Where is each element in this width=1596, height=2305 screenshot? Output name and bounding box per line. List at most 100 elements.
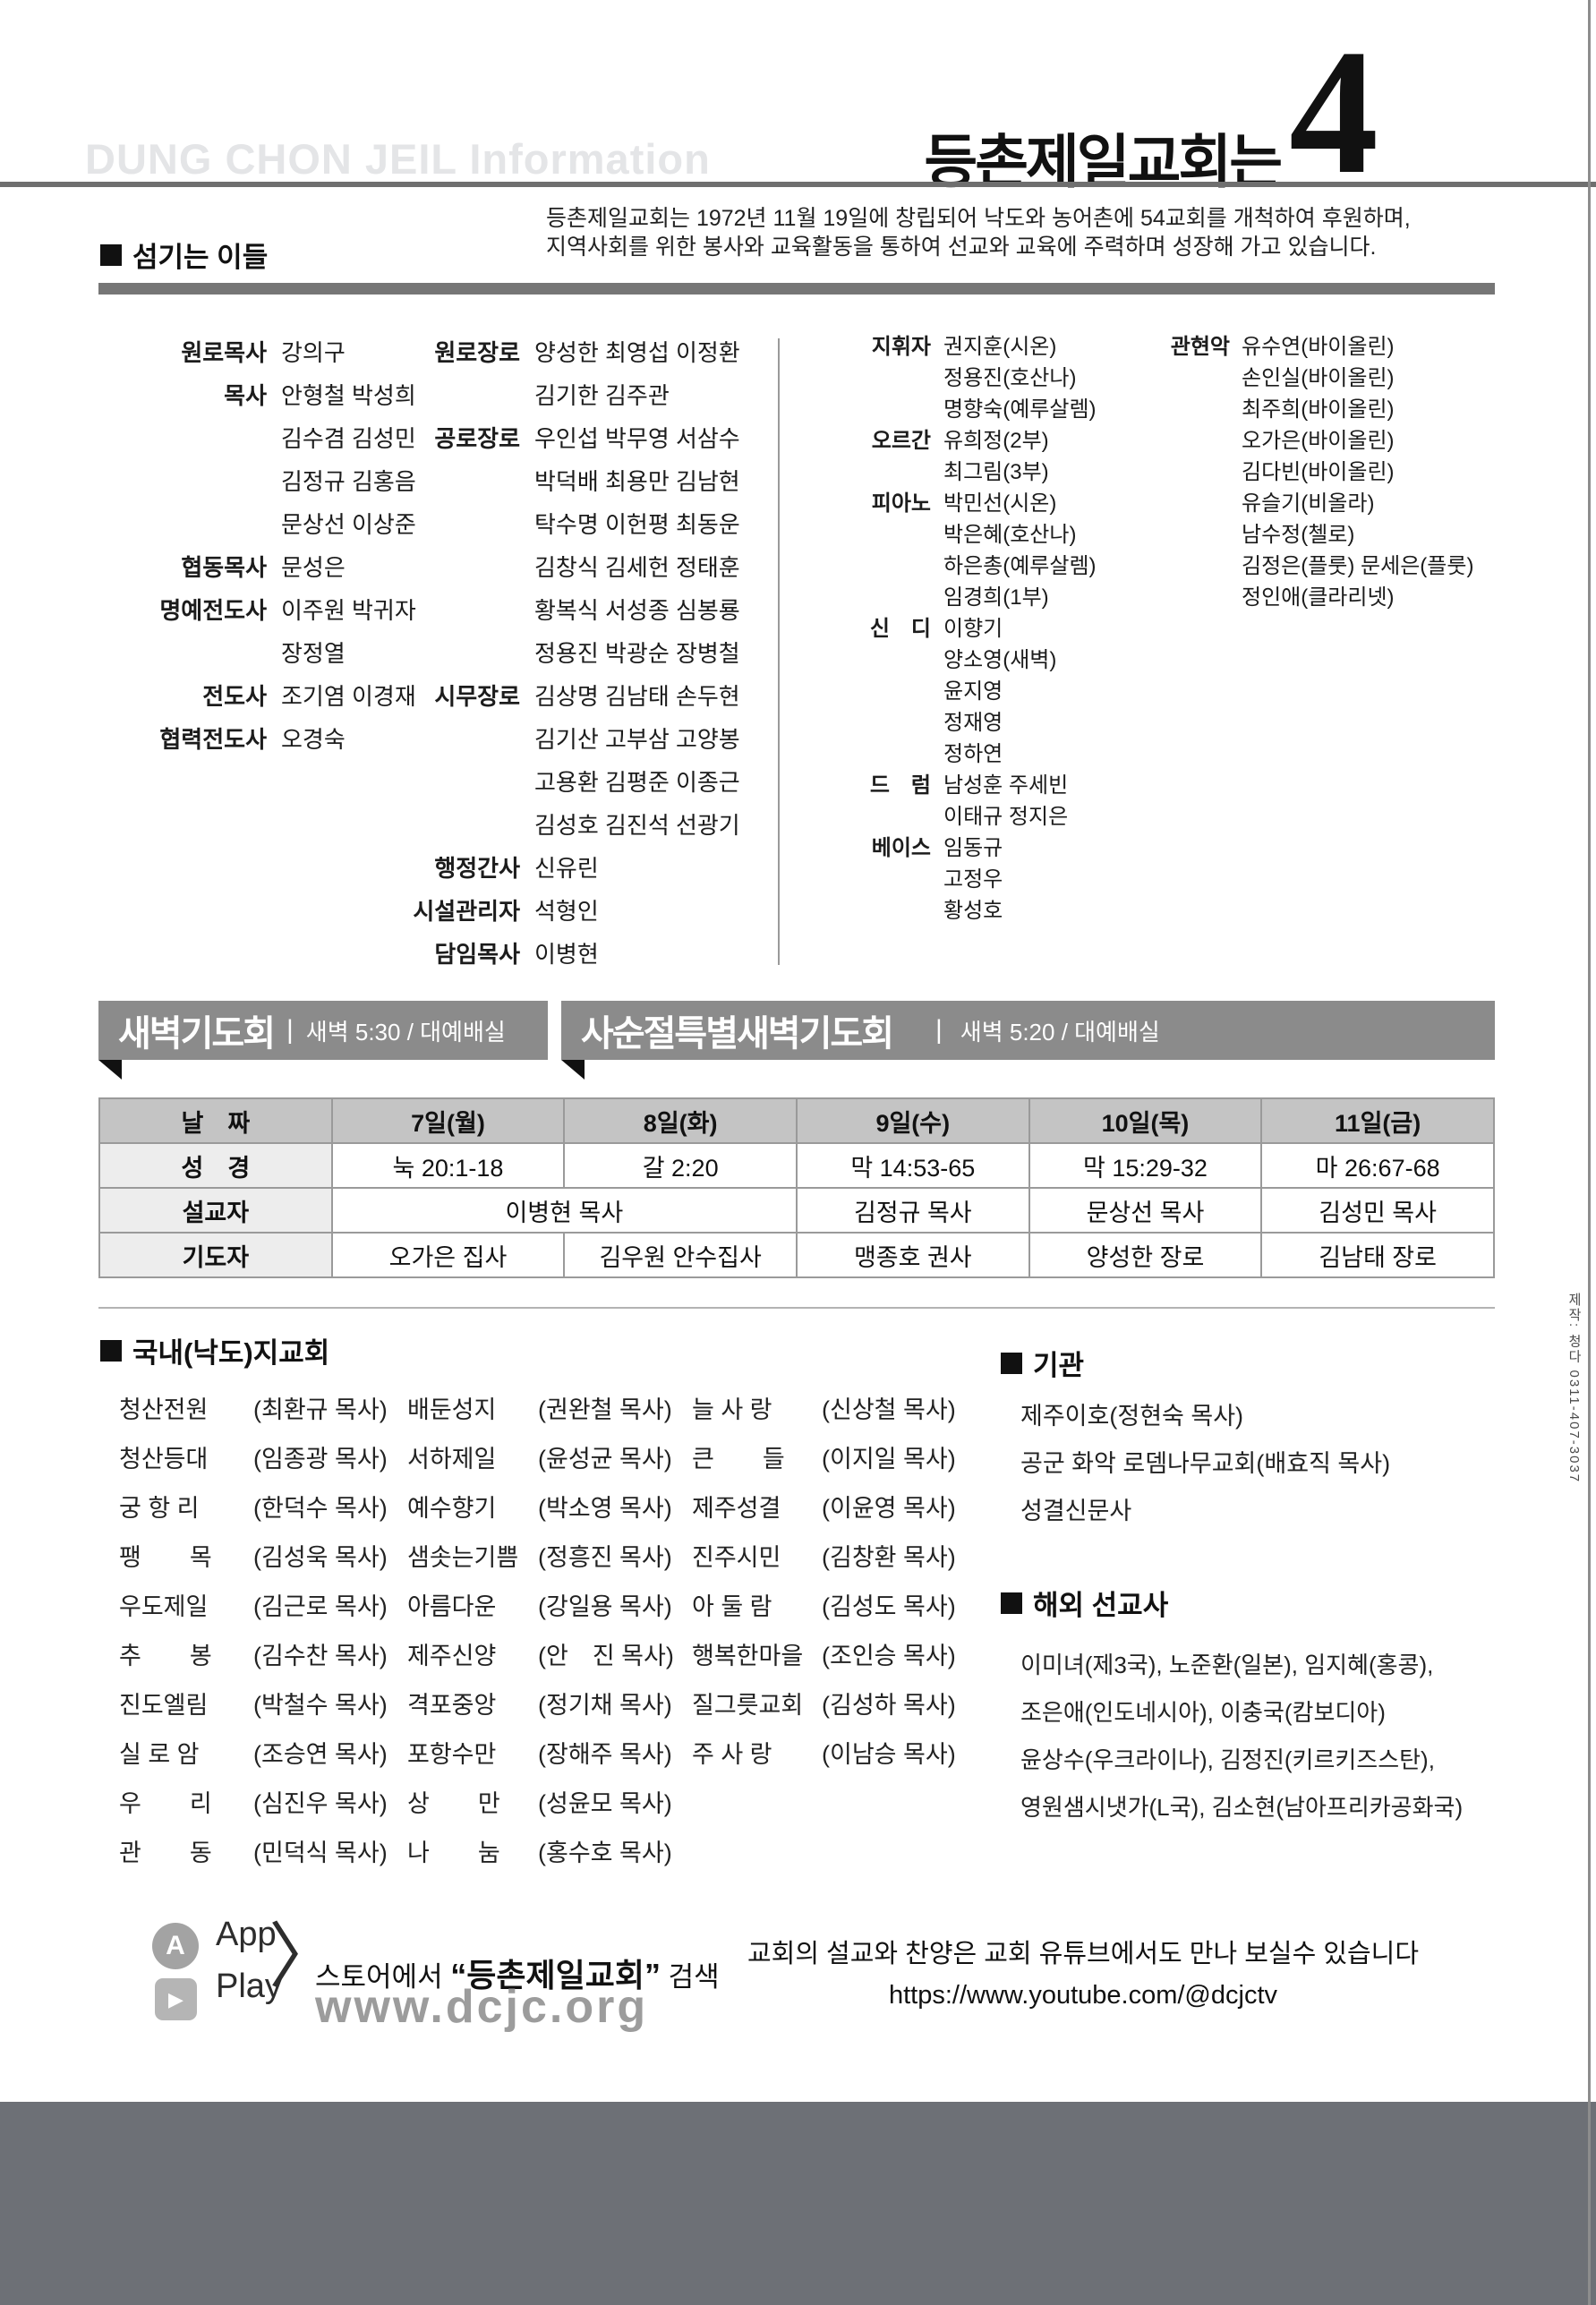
branch-pastors-col2: (권완철 목사) (윤성균 목사) (박소영 목사) (정흥진 목사) (강일용… [538, 1396, 674, 1866]
staff-role-label: 베이스 [871, 836, 931, 860]
section-orgs-header: 기관 [1001, 1343, 1084, 1383]
youtube-message: 교회의 설교와 찬양은 교회 유튜브에서도 만나 보실수 있습니다 [747, 1940, 1420, 1968]
staff-names: 임동규 고정우 황성호 [943, 836, 1003, 923]
section-missionaries-header: 해외 선교사 [1001, 1583, 1168, 1623]
staff-group: 담임목사 이병현 [400, 933, 740, 976]
scripture-cell: 막 14:53-65 [795, 1142, 1030, 1189]
prayleader-cell: 김우원 안수집사 [563, 1232, 798, 1278]
preacher-cell: 김정규 목사 [795, 1187, 1030, 1234]
app-store-label: App [216, 1916, 277, 1953]
staff-role-label: 피아노 [871, 491, 931, 516]
staff-names: 이병현 [534, 941, 599, 968]
preacher-cell: 이병현 목사 [330, 1187, 798, 1234]
search-suffix: 검색 [660, 1961, 720, 1993]
staff-role-label: 오르간 [871, 429, 931, 453]
staff-group: 명예전도사 이주원 박귀자 장정열 [113, 589, 416, 675]
youtube-info: 교회의 설교와 찬양은 교회 유튜브에서도 만나 보실수 있습니다 https:… [707, 1934, 1459, 2016]
staff-role-label: 지휘자 [871, 335, 931, 359]
row-label: 설교자 [98, 1187, 333, 1234]
staff-names: 신유린 [534, 855, 599, 882]
lent-prayer-band: 사순절특별새벽기도회 | 새벽 5:20 / 대예배실 [561, 1001, 1495, 1060]
staff-group: 목사 안형철 박성희 김수겸 김성민 김정규 김홍음 문상선 이상준 [113, 374, 416, 546]
header-divider [0, 182, 1596, 187]
table-header-row: 날 짜 7일(월) 8일(화) 9일(수) 10일(목) 11일(금) [98, 1097, 1495, 1144]
staff-group: 관현악 유수연(바이올린) 손인실(바이올린) 최주희(바이올린) 오가은(바이… [1148, 331, 1474, 613]
missionaries-list: 이미녀(제3국), 노준환(일본), 임지혜(홍콩), 조은애(인도네시아), … [1020, 1652, 1464, 1821]
googleplay-icon: ▶ [155, 1978, 197, 2020]
lent-prayer-title: 사순절특별새벽기도회 [581, 1014, 894, 1054]
staff-column-pastors: 원로목사 강의구 목사 안형철 박성희 김수겸 김성민 김정규 김홍음 문상선 … [113, 331, 416, 761]
youtube-url: https://www.youtube.com/@dcjctv [889, 1981, 1277, 2010]
band-separator: | [286, 1015, 294, 1045]
scripture-cell: 눅 20:1-18 [330, 1142, 566, 1189]
staff-group: 시설관리자 석형인 [400, 890, 740, 933]
staff-role-label: 드 럼 [869, 773, 931, 798]
staff-names: 안형철 박성희 김수겸 김성민 김정규 김홍음 문상선 이상준 [281, 382, 416, 538]
staff-names: 김상명 김남태 손두현 김기산 고부삼 고양봉 고용환 김평준 이종근 김성호 … [534, 683, 740, 839]
prayleader-cell: 김남태 장로 [1260, 1232, 1495, 1278]
staff-group: 신 디 이향기 양소영(새벽) 윤지영 정재영 정하연 [843, 613, 1097, 770]
staff-column-divider [778, 338, 780, 965]
staff-role-label: 시무장로 [434, 683, 520, 710]
page-edge-line [1588, 0, 1591, 2305]
staff-group: 협력전도사 오경숙 [113, 718, 416, 761]
staff-names: 조기염 이경재 [281, 683, 416, 710]
orgs-list: 제주이호(정현숙 목사) 공군 화악 로뎀나무교회(배효직 목사) 성결신문사 [1020, 1403, 1391, 1524]
prayleader-cell: 양성한 장로 [1028, 1232, 1263, 1278]
prayleader-cell: 맹종호 권사 [795, 1232, 1030, 1278]
staff-names: 이주원 박귀자 장정열 [281, 597, 416, 667]
staff-names: 이향기 양소영(새벽) 윤지영 정재영 정하연 [943, 617, 1057, 766]
prayleader-cell: 오가은 집사 [330, 1232, 566, 1278]
table-row-scripture: 성 경 눅 20:1-18 갈 2:20 막 14:53-65 막 15:29-… [98, 1142, 1495, 1189]
search-church-name: “등촌제일교회” [450, 1957, 661, 1993]
staff-group: 지휘자 권지훈(시온) 정용진(호산나) 명향숙(예루살렘) [843, 331, 1097, 425]
section-bullet-icon [100, 243, 122, 266]
section-missionaries-title: 해외 선교사 [1033, 1590, 1169, 1621]
staff-group: 행정간사 신유린 [400, 847, 740, 890]
staff-column-music: 지휘자 권지훈(시온) 정용진(호산나) 명향숙(예루살렘) 오르간 유희정(2… [843, 331, 1097, 926]
dawn-prayer-detail: 새벽 5:30 / 대예배실 [305, 1018, 506, 1046]
preacher-cell: 김성민 목사 [1260, 1187, 1495, 1234]
staff-role-label: 원로목사 [181, 339, 267, 366]
staff-role-label: 신 디 [869, 617, 931, 641]
staff-role-label: 목사 [224, 382, 267, 409]
staff-group: 공로장로 우인섭 박무영 서삼수 박덕배 최용만 김남현 탁수명 이헌평 최동운… [400, 417, 740, 675]
section-bullet-icon [100, 1339, 122, 1362]
staff-group: 피아노 박민선(시온) 박은혜(호산나) 하은총(예루살렘) 임경희(1부) [843, 488, 1097, 613]
scripture-cell: 막 15:29-32 [1028, 1142, 1263, 1189]
staff-role-label: 시설관리자 [413, 898, 520, 925]
angle-bracket-icon: 〉 [269, 1917, 340, 1996]
staff-role-label: 명예전도사 [159, 597, 267, 624]
staff-group: 드 럼 남성훈 주세빈 이태규 정지은 [843, 770, 1097, 832]
col-header: 9일(수) [795, 1097, 1030, 1144]
page-number: 4 [1289, 13, 1378, 211]
col-header: 10일(목) [1028, 1097, 1263, 1144]
branch-names-col2: 배둔성지 서하제일 예수향기 샘솟는기쁨 아름다운 제주신양 격포중앙 포항수만… [407, 1396, 519, 1866]
col-header: 8일(화) [563, 1097, 798, 1144]
branch-names-col1: 청산전원 청산등대 궁 항 리 팽 목 우도제일 추 봉 진도엘림 실 로 암 … [119, 1396, 212, 1866]
church-intro-text: 등촌제일교회는 1972년 11월 19일에 창립되어 낙도와 농어촌에 54교… [546, 206, 1411, 260]
staff-group: 오르간 유희정(2부) 최그림(3부) [843, 425, 1097, 488]
section-branches-header: 국내(낙도)지교회 [100, 1330, 329, 1370]
staff-names: 문성은 [281, 554, 346, 581]
band-corner-notch [561, 1060, 585, 1080]
play-store-label: Play [216, 1968, 282, 2005]
staff-group: 협동목사 문성은 [113, 546, 416, 589]
staff-column-elders: 원로장로 양성한 최영섭 이정환 김기한 김주관 공로장로 우인섭 박무영 서삼… [400, 331, 740, 976]
staff-names: 유희정(2부) 최그림(3부) [943, 429, 1049, 484]
staff-group: 원로장로 양성한 최영섭 이정환 김기한 김주관 [400, 331, 739, 417]
footer-bar: 07570 서울시 강서구 화곡로 66길 118(등촌동) 사 무 실 02-… [0, 2102, 1596, 2305]
dawn-prayer-title: 새벽기도회 [118, 1014, 276, 1054]
staff-names: 박민선(시온) 박은혜(호산나) 하은총(예루살렘) 임경희(1부) [943, 491, 1097, 610]
staff-group: 베이스 임동규 고정우 황성호 [843, 832, 1097, 926]
store-search-instruction: 스토어에서 “등촌제일교회” 검색 [315, 1950, 720, 1996]
band-corner-notch [98, 1060, 122, 1080]
staff-role-label: 관현악 [1170, 335, 1230, 359]
staff-role-label: 담임목사 [434, 941, 520, 968]
staff-names: 강의구 [281, 339, 346, 366]
staff-role-label: 협동목사 [181, 554, 267, 581]
col-header: 7일(월) [330, 1097, 566, 1144]
staff-names: 우인섭 박무영 서삼수 박덕배 최용만 김남현 탁수명 이헌평 최동운 김창식 … [534, 425, 740, 667]
staff-role-label: 원로장로 [434, 339, 520, 366]
